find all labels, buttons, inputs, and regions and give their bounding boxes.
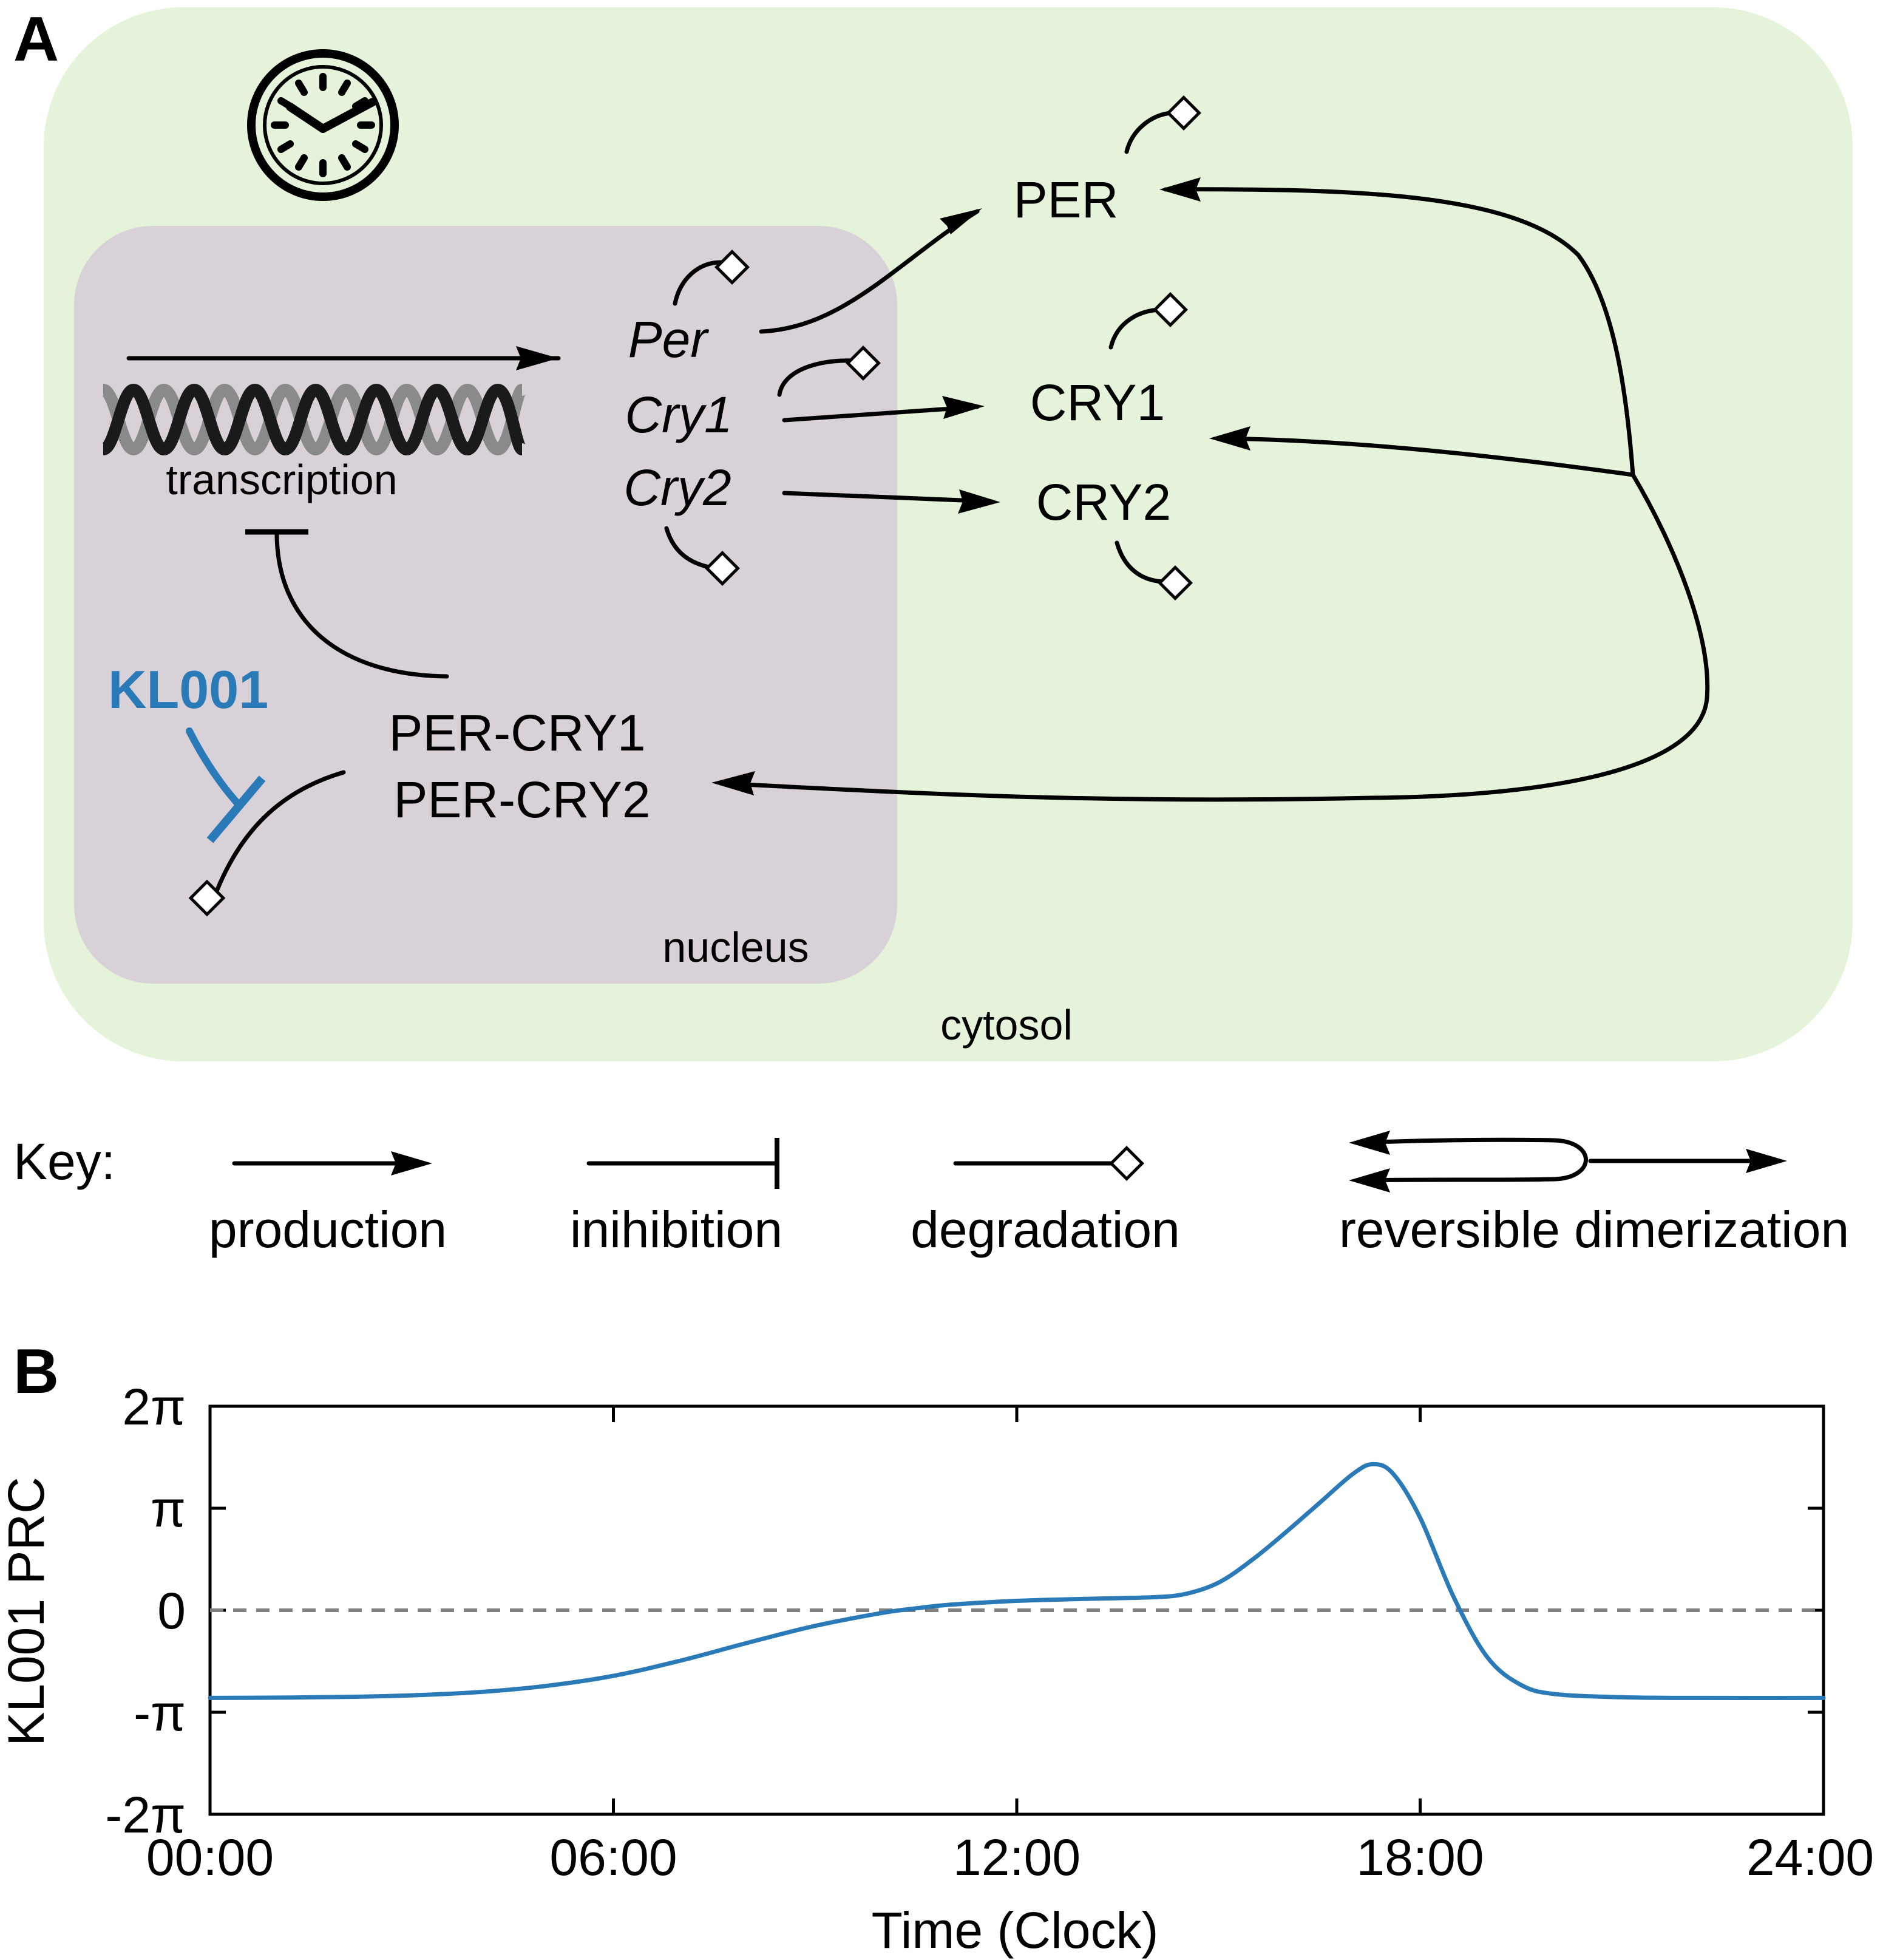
cry1-translation-arrowhead: [942, 396, 985, 419]
legend-key: Key: production inihibition degradation …: [13, 1131, 1849, 1258]
degradation-diamond-icon: [714, 250, 750, 285]
gene-cry1: Cry1: [625, 386, 732, 443]
x-axis-label: Time (Clock): [872, 1902, 1159, 1959]
dna-helix-icon: [101, 383, 528, 456]
degradation-diamond-icon: [1158, 565, 1193, 601]
transcription-label: transcription: [166, 456, 397, 503]
y-tick-label: 0: [157, 1582, 186, 1639]
per-translation-arrow: [759, 209, 980, 334]
kl001-label: KL001: [108, 659, 268, 720]
cry2-translation-arrow: [782, 491, 994, 504]
panel-a: A cytosol nucleus: [13, 4, 1853, 1061]
protein-per: PER: [1014, 171, 1119, 228]
protein-cry2: CRY2: [1036, 474, 1172, 531]
x-tick-label: 06:00: [549, 1829, 677, 1886]
key-production-label: production: [209, 1201, 447, 1258]
kl001-inhibition-bar: [206, 775, 266, 843]
key-dimerization-arrowhead: [1349, 1131, 1390, 1155]
dimerization-complex-arrowhead: [711, 771, 755, 795]
key-production-arrowhead: [391, 1151, 432, 1176]
nucleus-compartment: [74, 226, 897, 984]
degradation-diamond-icon: [705, 551, 740, 586]
nucleus-label: nucleus: [662, 924, 809, 971]
dimerization-per-arrowhead: [1159, 177, 1201, 202]
y-tick-label: π: [151, 1480, 186, 1537]
chart-ticks: [208, 1404, 1825, 1816]
chart-tick-labels: 00:00 06:00 12:00 18:00 24:00 2π π 0 -π -2π: [105, 1378, 1874, 1886]
dimerization-cry-arm: [1215, 436, 1635, 477]
key-degradation-label: degradation: [911, 1201, 1180, 1258]
degradation-diamond-icon: [846, 345, 881, 381]
gene-cry2: Cry2: [623, 459, 731, 516]
series-line: [208, 1461, 1826, 1700]
key-dimerization-loop: [1357, 1137, 1588, 1183]
transcription-arrowhead: [516, 346, 558, 370]
panel-a-label: A: [13, 4, 59, 75]
key-dimerization-arrowhead: [1349, 1168, 1390, 1193]
cry2-translation-arrowhead: [958, 489, 1000, 514]
degradation-diamond-icon: [1166, 95, 1201, 131]
kl001-inhibition: [186, 727, 243, 809]
y-tick-label: -2π: [105, 1786, 186, 1843]
transcription-inhibition: [274, 531, 449, 679]
degradation-diamond-icon: [1109, 1146, 1144, 1181]
protein-cry1: CRY1: [1030, 374, 1165, 431]
x-tick-label: 12:00: [953, 1829, 1081, 1886]
key-inhibition-label: inihibition: [570, 1201, 782, 1258]
complex-per-cry2: PER-CRY2: [393, 771, 650, 828]
cry1-translation-arrow: [782, 404, 980, 423]
gene-per: Per: [628, 311, 710, 368]
key-dimerization-label: reversible dimerization: [1339, 1201, 1849, 1258]
degradation-diamond-icon: [188, 879, 226, 917]
clock-icon: [247, 49, 399, 201]
x-tick-label: 18:00: [1356, 1829, 1484, 1886]
dimerization-complex-arm: [719, 472, 1710, 802]
per-mrna-degradation: [673, 260, 724, 306]
y-tick-label: -π: [134, 1684, 186, 1741]
degradation-diamond-icon: [1153, 292, 1188, 327]
key-title: Key:: [13, 1133, 115, 1190]
key-dimerization-arrowhead: [1746, 1149, 1787, 1173]
cry2-protein-degradation: [1115, 540, 1165, 584]
prc-chart: 00:00 06:00 12:00 18:00 24:00 2π π 0 -π -2π: [105, 1378, 1874, 1886]
panel-b-label: B: [13, 1336, 59, 1407]
x-tick-label: 00:00: [146, 1829, 274, 1886]
per-protein-degradation: [1124, 111, 1174, 154]
dimerization-per-arm: [1163, 187, 1635, 477]
x-tick-label: 24:00: [1746, 1829, 1874, 1886]
cry1-mrna-degradation: [777, 358, 855, 397]
dimerization-cry-arrowhead: [1209, 426, 1250, 451]
per-translation-arrowhead: [940, 208, 982, 234]
complex-degradation: [214, 770, 346, 895]
y-axis-label: KL001 PRC: [0, 1477, 55, 1746]
cytosol-label: cytosol: [940, 1001, 1073, 1049]
y-tick-label: 2π: [122, 1378, 186, 1435]
panel-b: B 00:00 06:00 12:00 18:00 24:00 2π π 0 -π -2π Tim…: [0, 1336, 1874, 1959]
complex-per-cry1: PER-CRY1: [388, 704, 645, 761]
